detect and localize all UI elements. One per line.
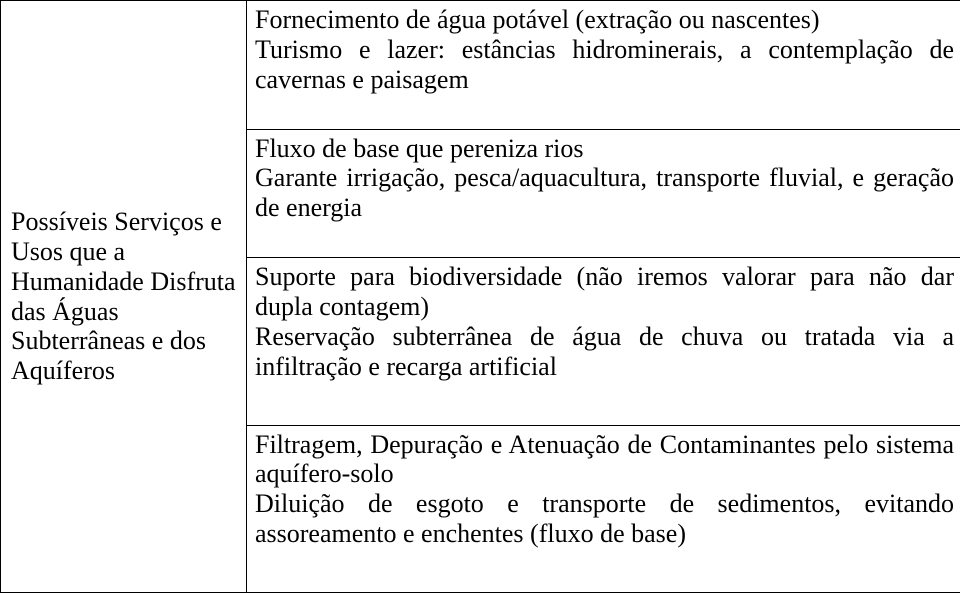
row1-paragraph-2: Turismo e lazer: estâncias hidrominerais…: [255, 35, 954, 95]
left-heading-text: Possíveis Serviços e Usos que a Humanida…: [11, 207, 244, 386]
row2-paragraph-2: Garante irrigação, pesca/aquacultura, tr…: [255, 163, 954, 223]
row4-cell: Filtragem, Depuração e Atenuação de Cont…: [247, 425, 960, 592]
row2-cell: Fluxo de base que pereniza rios Garante …: [247, 129, 960, 258]
row3-cell: Suporte para biodiversidade (não iremos …: [247, 258, 960, 425]
row3-paragraph-1: Suporte para biodiversidade (não iremos …: [255, 262, 954, 322]
row3-paragraph-2: Reservação subterrânea de água de chuva …: [255, 322, 954, 382]
row2-paragraph-1: Fluxo de base que pereniza rios: [255, 134, 954, 164]
row1-paragraph-1: Fornecimento de água potável (extração o…: [255, 5, 954, 35]
row4-paragraph-2: Diluição de esgoto e transporte de sedim…: [255, 489, 954, 549]
left-heading-cell: Possíveis Serviços e Usos que a Humanida…: [1, 1, 247, 593]
document-table-container: Possíveis Serviços e Usos que a Humanida…: [0, 0, 960, 593]
row4-paragraph-1: Filtragem, Depuração e Atenuação de Cont…: [255, 430, 954, 490]
row1-cell: Fornecimento de água potável (extração o…: [247, 1, 960, 130]
services-table: Possíveis Serviços e Usos que a Humanida…: [0, 0, 960, 593]
